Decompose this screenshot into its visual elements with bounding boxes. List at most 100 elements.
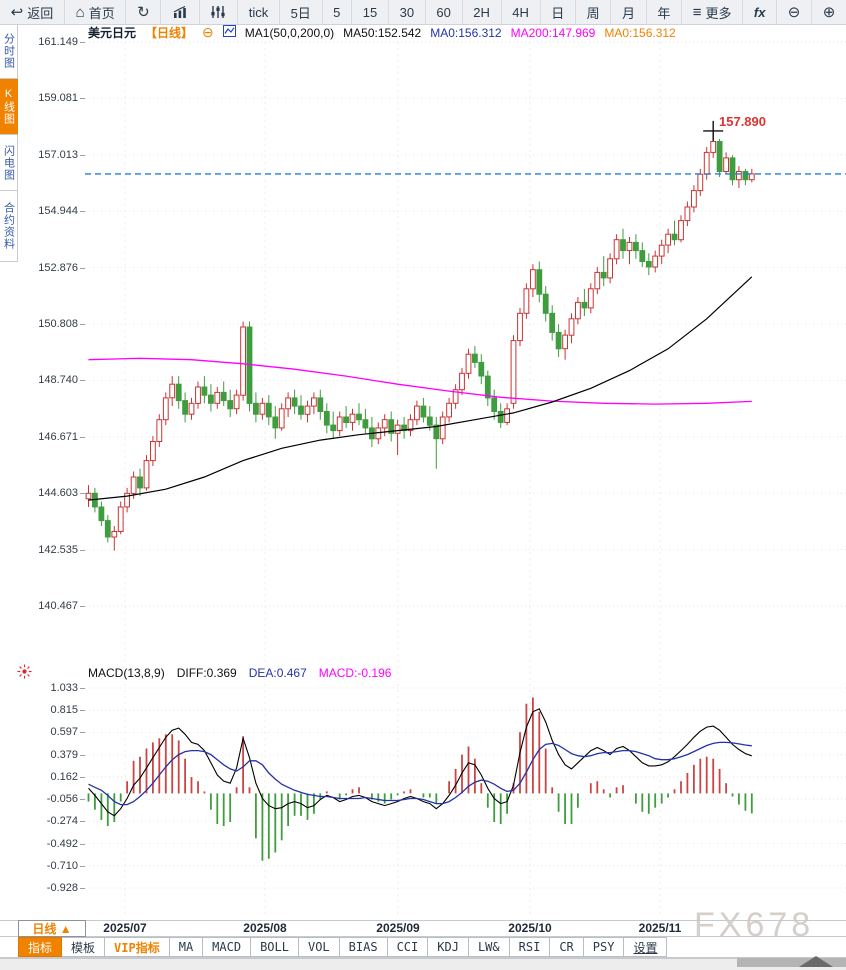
scrollbar-track[interactable] — [737, 958, 846, 967]
high-price-annotation: 157.890 — [719, 114, 766, 129]
toolbar-item-m15[interactable]: 15 — [352, 0, 389, 24]
y-axis-label: 142.535 — [38, 543, 78, 556]
toolbar-item-month[interactable]: 月 — [611, 0, 647, 24]
y-axis-label: -0.492 — [46, 837, 78, 850]
toolbar-item-day[interactable]: 日 — [541, 0, 576, 24]
date-label: 2025/07 — [103, 921, 147, 935]
indicator-tab-12[interactable]: CR — [550, 937, 584, 957]
indicator-tab-0[interactable]: 指标 — [18, 937, 63, 957]
y-axis-label: 161.149 — [38, 36, 78, 48]
toolbar-item-refresh[interactable]: ↻ — [126, 0, 162, 24]
axis-tick — [80, 887, 85, 889]
sidebar-tab-1[interactable]: K线图 — [0, 79, 18, 135]
y-axis-label: 150.808 — [38, 318, 78, 330]
date-label: 2025/09 — [376, 921, 420, 935]
toolbar-item-m5[interactable]: 5 — [323, 0, 353, 24]
indicator-tab-14[interactable]: 设置 — [624, 937, 668, 957]
indicator-tab-4[interactable]: MACD — [203, 937, 252, 957]
toolbar-item-fx[interactable]: fx — [743, 0, 778, 24]
toolbar-item-h2[interactable]: 2H — [463, 0, 502, 24]
sidebar-tab-2[interactable]: 闪电图 — [0, 135, 18, 191]
main-chart-legend: 美元日元 【日线】 ⊖ MA1(50,0,200,0) MA50:152.542… — [88, 24, 676, 40]
toolbar-item-m30[interactable]: 30 — [389, 0, 426, 24]
ma-settings-label: MA1(50,0,200,0) — [244, 25, 335, 40]
indicator-tab-8[interactable]: CCI — [387, 937, 429, 957]
period-tag: 【日线】 — [145, 26, 194, 40]
indicator-settings-icon[interactable] — [17, 664, 33, 680]
indicator-tab-5[interactable]: BOLL — [251, 937, 299, 957]
axis-tick — [80, 799, 85, 801]
indicator-tab-2[interactable]: VIP指标 — [105, 937, 170, 957]
toolbar-item-week[interactable]: 周 — [576, 0, 612, 24]
axis-tick — [80, 776, 85, 778]
y-axis-label: -0.274 — [46, 815, 78, 828]
toolbar-item-zoom-out[interactable]: ⊖ — [777, 0, 813, 24]
y-axis-label: 140.467 — [38, 600, 78, 612]
indicator-tab-10[interactable]: LW& — [468, 937, 510, 957]
y-axis-label: 154.944 — [38, 205, 78, 218]
toolbar-item-h4[interactable]: 4H — [502, 0, 541, 24]
minus-circle-icon[interactable]: ⊖ — [202, 24, 214, 40]
axis-tick — [80, 606, 85, 607]
divider — [0, 957, 846, 958]
toolbar-item-tick[interactable]: tick — [238, 0, 280, 24]
bottom-strip — [0, 958, 846, 970]
axis-tick — [80, 821, 85, 823]
ma0-blue-value: MA0:156.312 — [430, 25, 502, 40]
axis-tick — [80, 324, 85, 325]
sidebar-tab-0[interactable]: 分时图 — [0, 24, 18, 79]
ma0-orange-value: MA0:156.312 — [604, 25, 676, 40]
date-label: 2025/11 — [638, 921, 682, 935]
sidebar-tab-3[interactable]: 合约资料 — [0, 191, 18, 262]
macd-title: MACD(13,8,9) — [88, 666, 165, 680]
indicator-tab-11[interactable]: RSI — [509, 937, 551, 957]
y-axis-label: 144.603 — [38, 487, 78, 500]
toolbar-item-candle-style[interactable] — [200, 0, 239, 24]
toolbar-item-back[interactable]: ↩ 返回 — [0, 0, 65, 24]
axis-tick — [80, 549, 85, 551]
toolbar-item-5d[interactable]: 5日 — [280, 0, 323, 24]
macd-value: MACD:-0.196 — [318, 666, 392, 680]
y-axis-label: 159.081 — [38, 92, 78, 105]
indicator-tab-3[interactable]: MA — [169, 937, 204, 957]
toolbar-item-zoom-in[interactable]: ⊕ — [822, 3, 836, 21]
y-axis-label: 152.876 — [38, 261, 78, 274]
axis-tick — [80, 688, 85, 689]
y-axis-label: 148.740 — [38, 374, 78, 387]
axis-tick — [80, 732, 85, 734]
axis-tick — [80, 211, 85, 213]
period-selector[interactable]: 日线 ▲ — [18, 920, 86, 937]
indicator-tab-7[interactable]: BIAS — [339, 937, 388, 957]
top-toolbar: ↩ 返回 ⌂ 首页 ↻ tick 5日 5 15 30 60 2H 4H 日周月年 ≡ 更多 fx ⊖ ⊕ — [0, 0, 846, 25]
date-label: 2025/10 — [508, 921, 552, 935]
axis-tick — [80, 98, 85, 100]
indicator-tab-13[interactable]: PSY — [583, 937, 625, 957]
divider — [0, 920, 846, 921]
axis-tick — [80, 267, 85, 269]
chart-type-sidebar: 分时图 K线图 闪电图 合约资料 — [0, 24, 18, 262]
chart-type-icon[interactable] — [222, 25, 236, 40]
y-axis-label: 157.013 — [38, 148, 78, 161]
y-axis-label: 0.597 — [50, 726, 78, 739]
toolbar-item-more[interactable]: ≡ 更多 — [682, 0, 744, 24]
y-axis-label: -0.710 — [46, 859, 78, 872]
toolbar-item-m60[interactable]: 60 — [426, 0, 463, 24]
indicator-tab-9[interactable]: KDJ — [428, 937, 469, 957]
indicator-tab-1[interactable]: 模板 — [62, 937, 106, 957]
axis-tick — [80, 865, 85, 867]
divider — [0, 936, 846, 937]
symbol-name: 美元日元 — [88, 26, 137, 40]
expand-handle-icon[interactable] — [799, 956, 833, 967]
axis-tick — [80, 436, 85, 438]
macd-diff-value: DIFF:0.369 — [176, 666, 237, 680]
axis-tick — [80, 843, 85, 845]
toolbar-item-year[interactable]: 年 — [647, 0, 683, 24]
indicator-tab-6[interactable]: VOL — [298, 937, 340, 957]
macd-dea-value: DEA:0.467 — [248, 666, 307, 680]
toolbar-item-home[interactable]: ⌂ 首页 — [65, 0, 127, 24]
macd-legend: MACD(13,8,9) DIFF:0.369 DEA:0.467 MACD:-… — [88, 666, 391, 680]
watermark: FX678 — [694, 906, 815, 944]
toolbar-item-bar-chart[interactable] — [161, 0, 200, 24]
axis-tick — [80, 154, 85, 156]
